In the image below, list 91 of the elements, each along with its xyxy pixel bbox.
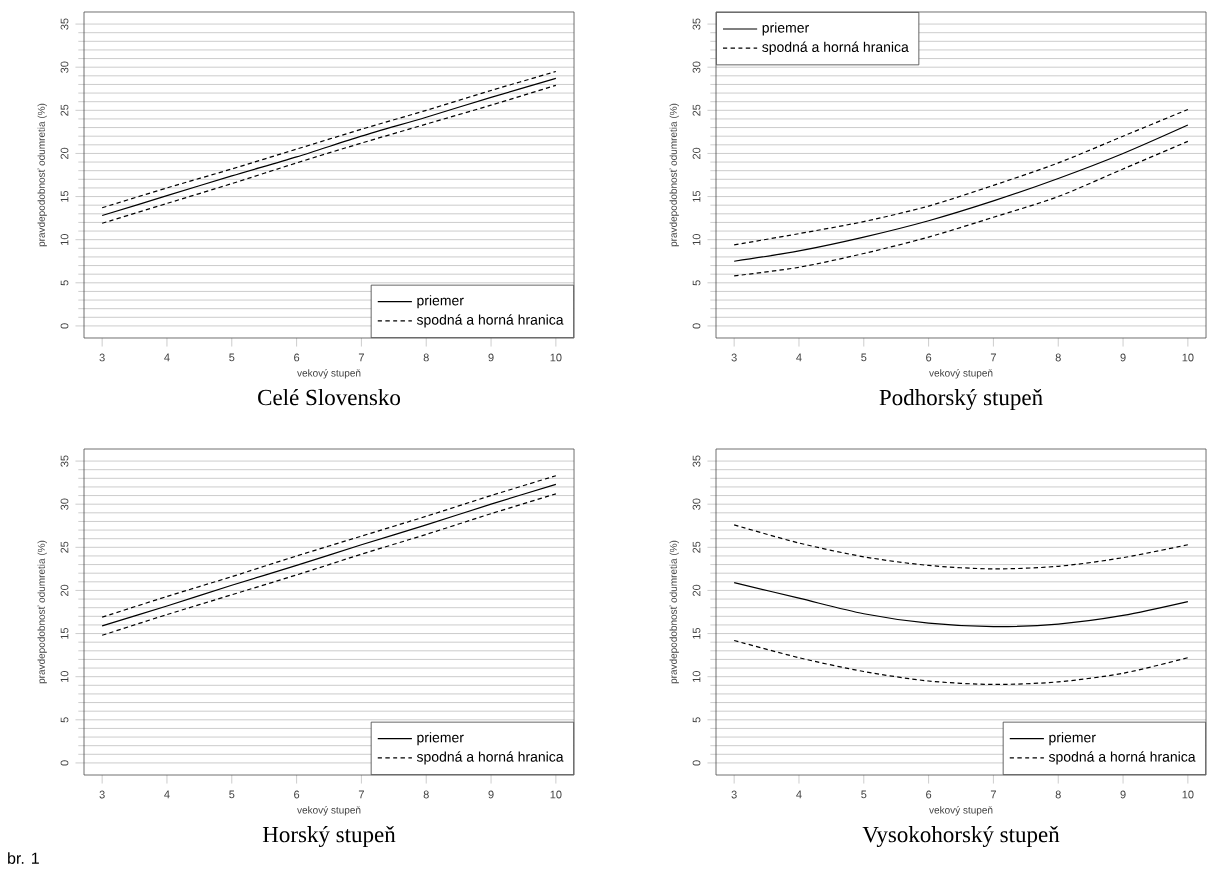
- y-tick-label: 30: [60, 61, 69, 73]
- x-tick-label: 8: [423, 353, 429, 362]
- y-tick-label: 15: [60, 190, 69, 202]
- text: Horský stupeň: [262, 826, 396, 848]
- legend-label: priemer: [417, 295, 464, 309]
- line-series: [733, 108, 1189, 246]
- y-tick-label: 20: [60, 584, 69, 596]
- x-tick-label: 6: [294, 790, 300, 799]
- y-axis-title: pravdepodobnosť odumretia (%): [37, 103, 47, 247]
- x-tick-label: 3: [731, 353, 737, 362]
- y-tick-label: 15: [692, 190, 701, 202]
- y-tick-label: 5: [60, 717, 69, 723]
- y-tick-label: 5: [60, 280, 69, 286]
- x-tick-label: 9: [1120, 790, 1126, 799]
- x-tick-label: 6: [926, 353, 932, 362]
- x-tick-label: 9: [488, 790, 494, 799]
- y-tick-label: 10: [60, 234, 69, 245]
- legend-label: spodná a horná hranica: [416, 751, 564, 765]
- y-tick-label: 5: [692, 717, 701, 723]
- y-tick-label: 30: [692, 61, 701, 73]
- y-tick-label: 35: [60, 455, 69, 467]
- line-series: [733, 140, 1189, 277]
- y-axis-title: pravdepodobnosť odumretia (%): [37, 540, 47, 684]
- x-tick-label: 5: [861, 790, 867, 799]
- y-tick-label: 0: [692, 760, 701, 766]
- x-tick-label: 7: [990, 353, 996, 362]
- y-tick-label: 0: [60, 323, 69, 329]
- text: br. 1: [8, 852, 39, 864]
- x-tick-label: 8: [423, 790, 429, 799]
- x-tick-label: 10: [550, 790, 562, 799]
- y-tick-label: 35: [60, 18, 69, 30]
- x-tick-label: 3: [99, 353, 105, 362]
- x-tick-label: 3: [731, 790, 737, 799]
- line-series: [733, 639, 1189, 686]
- x-tick-label: 7: [990, 790, 996, 799]
- y-tick-label: 35: [692, 18, 701, 30]
- x-tick-label: 5: [229, 353, 235, 362]
- y-tick-label: 30: [60, 498, 69, 510]
- y-tick-label: 0: [692, 323, 701, 329]
- text: Celé Slovensko: [258, 389, 401, 406]
- x-tick-label: 10: [1182, 353, 1194, 362]
- y-tick-label: 15: [60, 627, 69, 639]
- legend-label: spodná a horná hranica: [762, 41, 909, 55]
- x-tick-label: 4: [796, 790, 802, 799]
- x-tick-label: 4: [796, 353, 802, 362]
- y-tick-label: 25: [60, 541, 69, 553]
- legend-label: priemer: [417, 732, 464, 746]
- y-axis-title: pravdepodobnosť odumretia (%): [669, 540, 679, 684]
- line-series: [733, 582, 1189, 628]
- x-tick-label: 9: [488, 353, 494, 362]
- text: Vysokohorský stupeň: [862, 826, 1060, 848]
- x-tick-label: 9: [1120, 353, 1126, 362]
- x-axis-title: vekový stupeň: [929, 806, 993, 816]
- line-series: [733, 524, 1189, 570]
- legend-label: spodná a horná hranica: [1048, 751, 1196, 765]
- x-tick-label: 8: [1055, 353, 1061, 362]
- y-tick-label: 30: [692, 498, 701, 510]
- x-tick-label: 10: [550, 353, 562, 362]
- y-tick-label: 10: [60, 671, 69, 682]
- y-tick-label: 20: [692, 147, 701, 159]
- x-axis-title: vekový stupeň: [297, 806, 361, 816]
- y-tick-label: 15: [692, 627, 701, 639]
- x-tick-label: 7: [358, 790, 364, 799]
- y-tick-label: 25: [692, 104, 701, 116]
- x-tick-label: 4: [164, 353, 170, 362]
- x-tick-label: 4: [164, 790, 170, 799]
- legend-label: spodná a horná hranica: [416, 314, 564, 328]
- y-tick-label: 5: [692, 280, 701, 286]
- y-tick-label: 25: [692, 541, 701, 553]
- y-axis-title: pravdepodobnosť odumretia (%): [669, 103, 679, 247]
- x-tick-label: 6: [294, 353, 300, 362]
- y-tick-label: 10: [692, 234, 701, 245]
- x-tick-label: 7: [358, 353, 364, 362]
- x-tick-label: 5: [861, 353, 867, 362]
- y-tick-label: 20: [60, 147, 69, 159]
- legend-label: priemer: [762, 22, 809, 36]
- y-tick-label: 0: [60, 760, 69, 766]
- x-tick-label: 6: [926, 790, 932, 799]
- x-tick-label: 10: [1182, 790, 1194, 799]
- y-tick-label: 35: [692, 455, 701, 467]
- text: Podhorský stupeň: [879, 389, 1043, 411]
- y-tick-label: 20: [692, 584, 701, 596]
- x-axis-title: vekový stupeň: [929, 369, 993, 379]
- x-tick-label: 8: [1055, 790, 1061, 799]
- y-tick-label: 10: [692, 671, 701, 682]
- x-axis-title: vekový stupeň: [297, 369, 361, 379]
- x-tick-label: 5: [229, 790, 235, 799]
- x-tick-label: 3: [99, 790, 105, 799]
- legend-label: priemer: [1049, 732, 1096, 746]
- y-tick-label: 25: [60, 104, 69, 116]
- line-series: [733, 124, 1189, 262]
